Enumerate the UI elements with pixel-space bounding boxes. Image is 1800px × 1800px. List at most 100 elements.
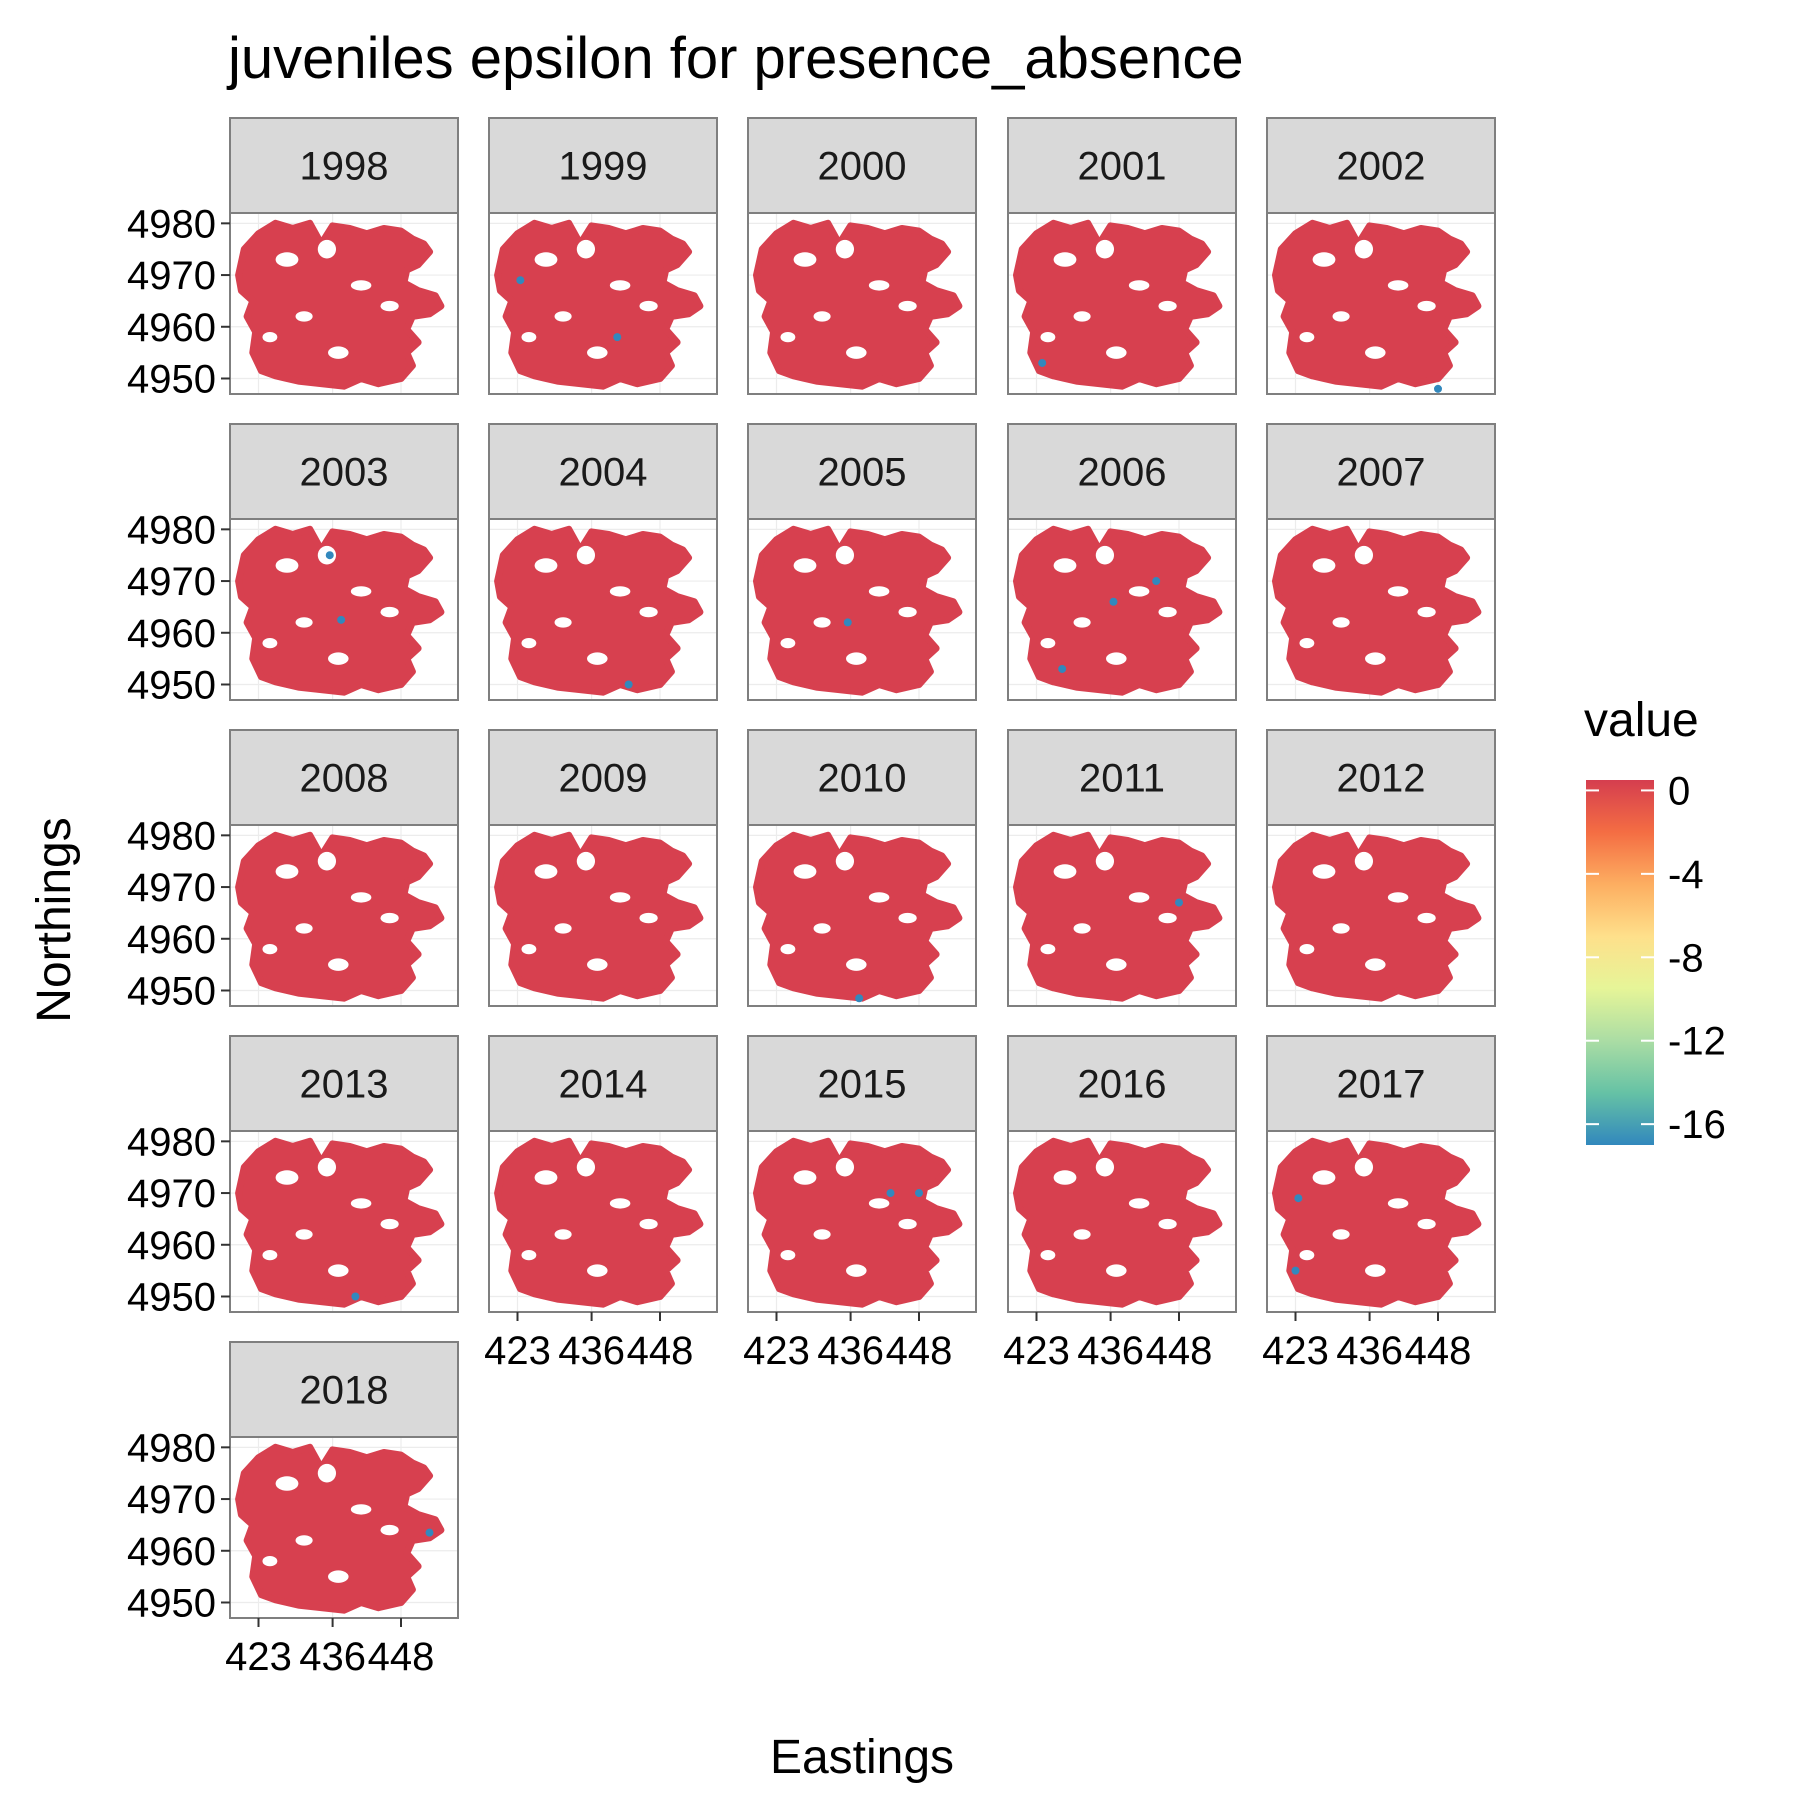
x-tick-label: 423 xyxy=(1003,1329,1070,1373)
y-tick-label: 4960 xyxy=(127,918,216,962)
y-tick-label: 4960 xyxy=(127,612,216,656)
cloud-gap xyxy=(1040,637,1056,649)
cloud-gap xyxy=(1053,558,1077,573)
cloud-gap xyxy=(1332,311,1350,322)
cloud-gap xyxy=(813,923,831,934)
cloud-gap xyxy=(868,892,890,903)
cloud-gap xyxy=(1073,617,1091,628)
cloud-gap xyxy=(1128,280,1150,291)
cloud-gap xyxy=(1128,892,1150,903)
panel-border xyxy=(747,518,977,701)
cloud-gap xyxy=(1299,637,1315,649)
panel-border xyxy=(488,824,718,1007)
data-point-low xyxy=(1058,664,1067,673)
x-tick-label: 436 xyxy=(299,1635,366,1679)
cloud-gap xyxy=(1354,239,1374,259)
cloud-gap xyxy=(1332,617,1350,628)
y-tick-label: 4980 xyxy=(127,1426,216,1470)
y-tick-label: 4980 xyxy=(127,202,216,246)
point-cloud xyxy=(494,219,704,390)
facet-panel-2003: 2003 4950 4960 4970 4980 xyxy=(127,423,459,707)
facet-strip xyxy=(1266,729,1496,826)
facet-strip-label: 2009 xyxy=(559,757,648,801)
data-point-low xyxy=(855,994,864,1003)
cloud-gap xyxy=(554,923,572,934)
cloud-gap xyxy=(1040,1249,1056,1261)
point-cloud xyxy=(1272,831,1482,1002)
x-tick-label: 448 xyxy=(1146,1329,1213,1373)
cloud-gap xyxy=(275,252,299,267)
point-cloud xyxy=(235,525,445,696)
cloud-gap xyxy=(262,1555,278,1567)
cloud-gap xyxy=(380,912,399,924)
facet-panel-2015: 2015 423 436 448 xyxy=(743,1035,977,1373)
cloud-gap xyxy=(350,280,372,291)
y-tick-label: 4950 xyxy=(127,969,216,1013)
cloud-gap xyxy=(1106,958,1127,971)
facet-strip-label: 2000 xyxy=(818,145,907,189)
cloud-gap xyxy=(1106,652,1127,665)
cloud-gap xyxy=(898,912,917,924)
cloud-gap xyxy=(1073,311,1091,322)
panel-border xyxy=(229,1436,459,1619)
cloud-gap xyxy=(534,1170,558,1185)
cloud-gap xyxy=(1106,1264,1127,1277)
panel-border xyxy=(1007,212,1237,395)
cloud-gap xyxy=(521,1249,537,1261)
cloud-gap xyxy=(780,943,796,955)
panel-border xyxy=(488,518,718,701)
facet-panel-2001: 2001 xyxy=(1007,117,1237,395)
facet-panel-1998: 1998 4950 4960 4970 4980 xyxy=(127,117,459,401)
cloud-gap xyxy=(328,1264,349,1277)
y-tick-label: 4950 xyxy=(127,1275,216,1319)
y-tick-label: 4950 xyxy=(127,663,216,707)
facet-strip xyxy=(1266,423,1496,520)
color-legend: value 0 -4 -8 -12 -16 xyxy=(1584,694,1726,1147)
panel-border xyxy=(1007,824,1237,1007)
legend-label: 0 xyxy=(1668,769,1690,813)
facet-panel-2012: 2012 xyxy=(1266,729,1496,1007)
cloud-gap xyxy=(1053,1170,1077,1185)
cloud-gap xyxy=(835,545,855,565)
cloud-gap xyxy=(846,1264,867,1277)
x-tick-label: 423 xyxy=(743,1329,810,1373)
cloud-gap xyxy=(317,1463,337,1483)
point-cloud xyxy=(753,219,963,390)
cloud-gap xyxy=(1312,864,1336,879)
cloud-gap xyxy=(639,912,658,924)
facet-panel-2016: 2016 423 436 448 xyxy=(1003,1035,1237,1373)
cloud-gap xyxy=(521,943,537,955)
y-tick-label: 4980 xyxy=(127,1120,216,1164)
x-tick-label: 436 xyxy=(1336,1329,1403,1373)
data-point-low xyxy=(613,333,622,342)
panel-border xyxy=(1266,212,1496,395)
y-tick-label: 4970 xyxy=(127,1478,216,1522)
y-tick-label: 4980 xyxy=(127,508,216,552)
facet-strip-label: 2008 xyxy=(300,757,389,801)
cloud-gap xyxy=(587,652,608,665)
panel-border xyxy=(229,824,459,1007)
cloud-gap xyxy=(328,346,349,359)
y-tick-label: 4980 xyxy=(127,814,216,858)
facet-strip xyxy=(229,1341,459,1438)
cloud-gap xyxy=(1387,1198,1409,1209)
cloud-gap xyxy=(1053,864,1077,879)
y-tick-label: 4970 xyxy=(127,560,216,604)
y-tick-label: 4960 xyxy=(127,1224,216,1268)
cloud-gap xyxy=(609,586,631,597)
y-tick-label: 4960 xyxy=(127,1530,216,1574)
cloud-gap xyxy=(1158,606,1177,618)
data-point-low xyxy=(516,276,525,285)
cloud-gap xyxy=(1365,1264,1386,1277)
cloud-gap xyxy=(898,300,917,312)
cloud-gap xyxy=(793,558,817,573)
cloud-gap xyxy=(295,1229,313,1240)
cloud-gap xyxy=(521,637,537,649)
facet-strip xyxy=(747,117,977,214)
facet-strip-label: 2010 xyxy=(818,757,907,801)
point-cloud xyxy=(235,831,445,1002)
facet-strip xyxy=(1007,117,1237,214)
cloud-gap xyxy=(554,1229,572,1240)
cloud-gap xyxy=(846,958,867,971)
cloud-gap xyxy=(380,300,399,312)
